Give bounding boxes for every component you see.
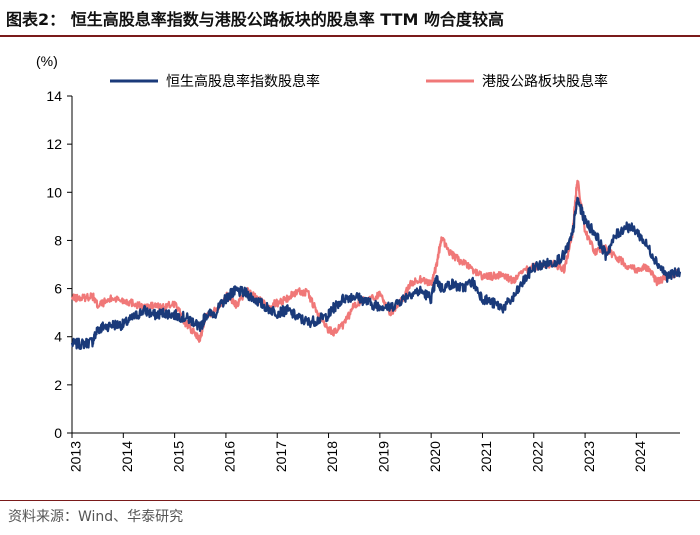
x-tick-label: 2013 [68,441,84,472]
y-tick-label: 8 [54,232,62,248]
x-tick-label: 2015 [170,441,186,472]
x-tick-label: 2019 [376,441,392,472]
x-tick-label: 2023 [581,441,597,472]
line-chart: 0 2 4 6 8 10 12 14 2013 2014 2015 2016 2017 2018 2019 2… [36,53,682,472]
x-tick-label: 2020 [427,441,443,472]
y-tick-label: 4 [54,329,62,345]
y-tick-label: 14 [46,88,62,104]
x-tick-label: 2024 [632,441,648,472]
series-line-2 [70,179,681,343]
axes-layer: 0 2 4 6 8 10 12 14 2013 2014 2015 2016 2017 2018 2019 2… [46,88,680,472]
footer-divider [0,500,700,501]
legend-label-series-2: 港股公路板块股息率 [482,73,608,90]
series-line-1 [70,196,682,350]
x-tick-label: 2018 [324,441,340,472]
x-tick-label: 2016 [222,441,238,472]
y-tick-label: 0 [54,425,62,441]
x-tick-label: 2022 [529,441,545,472]
source-note: 资料来源：Wind、华泰研究 [8,509,184,525]
y-tick-label: 2 [54,377,62,393]
y-tick-label: 12 [46,136,62,152]
x-tick-label: 2014 [119,441,135,472]
legend-label-series-1: 恒生高股息率指数股息率 [166,73,320,90]
y-tick-label: 6 [54,281,62,297]
x-tick-label: 2021 [478,441,494,472]
series-layer [70,179,682,350]
y-tick-label: 10 [46,184,62,200]
chart-title: 图表2： 恒生高股息率指数与港股公路板块的股息率 TTM 吻合度较高 [6,10,504,29]
title-divider [0,35,700,37]
chart-legend: 恒生高股息率指数股息率 港股公路板块股息率 [110,73,608,90]
x-tick-label: 2017 [273,441,289,472]
y-axis-unit-label: (%) [36,53,58,69]
